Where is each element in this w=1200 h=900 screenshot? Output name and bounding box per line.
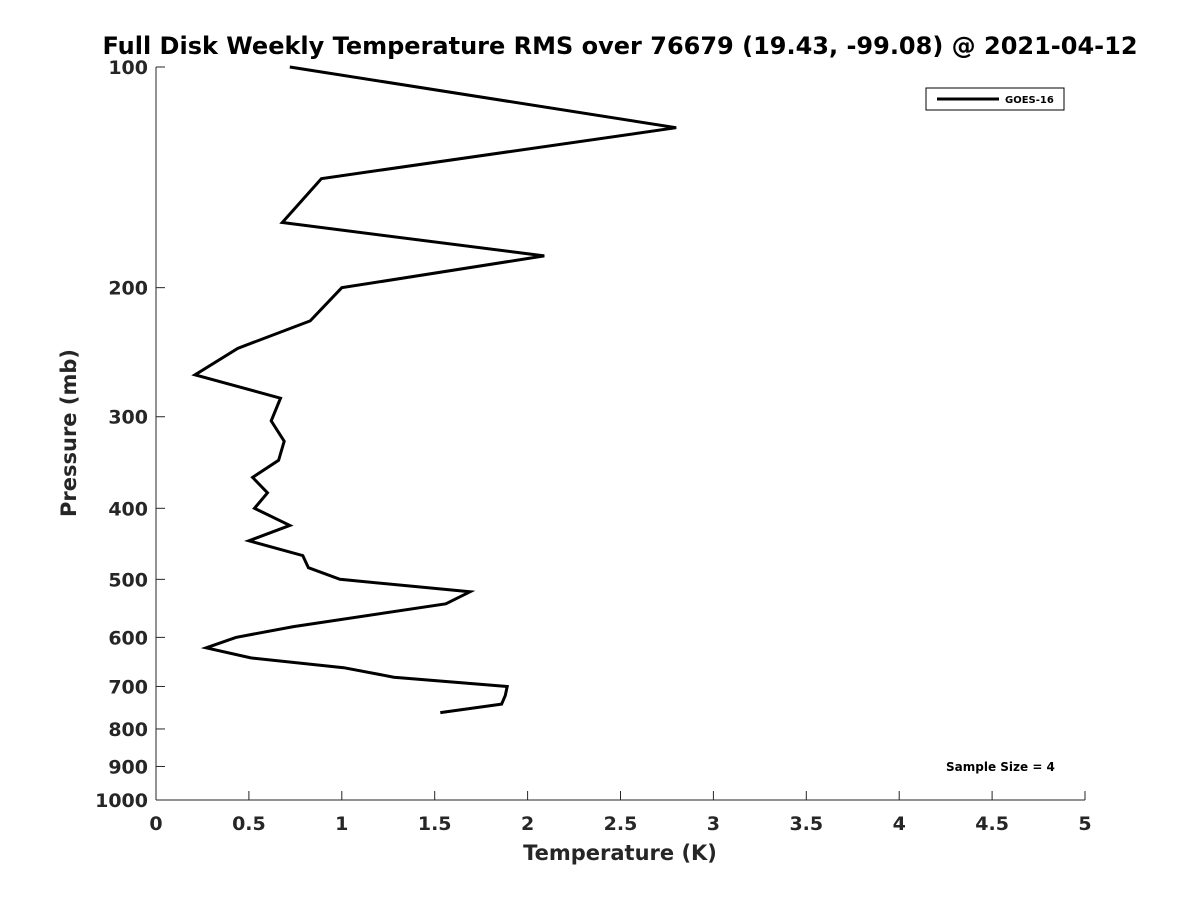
y-tick-label: 800	[108, 719, 148, 741]
y-tick-label: 1000	[95, 790, 148, 812]
y-tick-label: 500	[108, 569, 148, 591]
x-axis-title: Temperature (K)	[523, 841, 717, 865]
chart-title: Full Disk Weekly Temperature RMS over 76…	[102, 32, 1137, 60]
x-tick-label: 1.5	[418, 813, 452, 835]
y-tick-label: 700	[108, 676, 148, 698]
x-tick-label: 4	[893, 813, 906, 835]
x-tick-label: 3.5	[789, 813, 823, 835]
x-tick-label: 1	[335, 813, 348, 835]
x-tick-label: 4.5	[975, 813, 1009, 835]
sample-size-annotation: Sample Size = 4	[946, 760, 1055, 774]
y-tick-label: 300	[108, 407, 148, 429]
y-axis-title: Pressure (mb)	[57, 349, 81, 517]
y-tick-label: 100	[108, 57, 148, 79]
x-tick-label: 2	[521, 813, 534, 835]
series-line-goes-16	[191, 65, 677, 715]
y-tick-label: 200	[108, 278, 148, 300]
y-axis: 100 200 300 400 500 600 700 800 900 1000	[95, 57, 165, 812]
y-tick-label: 400	[108, 498, 148, 520]
y-tick-label: 600	[108, 627, 148, 649]
x-tick-label: 5	[1078, 813, 1091, 835]
x-tick-label: 3	[707, 813, 720, 835]
x-tick-label: 0	[149, 813, 162, 835]
y-tick-label: 900	[108, 756, 148, 778]
x-tick-label: 0.5	[232, 813, 266, 835]
legend: GOES-16	[925, 87, 1065, 111]
series-layer	[191, 65, 677, 715]
legend-label-goes-16: GOES-16	[1005, 95, 1054, 106]
x-axis: 0 0.5 1 1.5 2 2.5 3 3.5 4 4.5 5	[149, 791, 1092, 835]
x-tick-label: 2.5	[604, 813, 638, 835]
